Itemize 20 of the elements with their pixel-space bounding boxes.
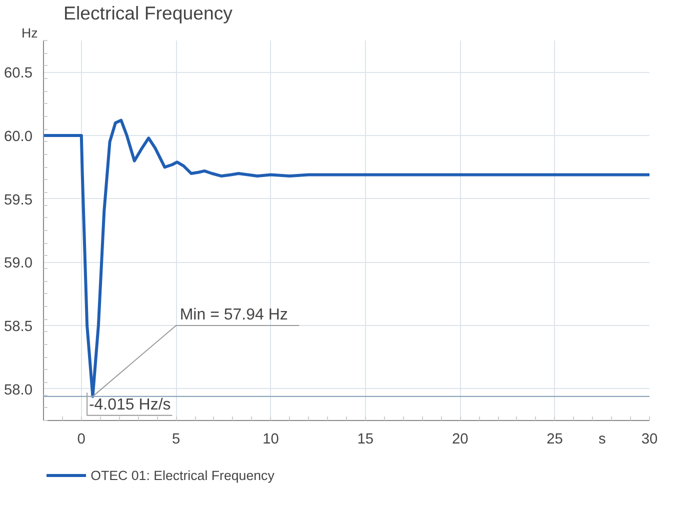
chart-title: Electrical Frequency: [64, 2, 234, 24]
x-tick-label: 30: [641, 432, 658, 448]
y-axis-title: Hz: [22, 26, 38, 40]
x-tick-label: 20: [452, 432, 468, 448]
y-tick-label: 60.5: [4, 66, 33, 82]
x-tick-label: 15: [357, 432, 374, 448]
x-axis-title: s: [598, 432, 606, 448]
y-tick-label: 60.0: [4, 129, 33, 145]
x-tick-label: 25: [546, 432, 563, 448]
annotation: Min = 57.94 Hz: [180, 306, 288, 324]
legend-label: OTEC 01: Electrical Frequency: [90, 468, 274, 482]
y-tick-label: 59.0: [4, 256, 33, 272]
y-tick-label: 58.5: [4, 319, 33, 335]
x-tick-label: 0: [77, 432, 86, 448]
x-tick-label: 5: [172, 432, 180, 448]
line-series: [44, 118, 650, 398]
annotation: -4.015 Hz/s: [88, 396, 171, 414]
x-tick-label: 10: [262, 432, 279, 448]
y-tick-label: 59.5: [4, 192, 33, 208]
y-tick-label: 58.0: [4, 382, 33, 398]
